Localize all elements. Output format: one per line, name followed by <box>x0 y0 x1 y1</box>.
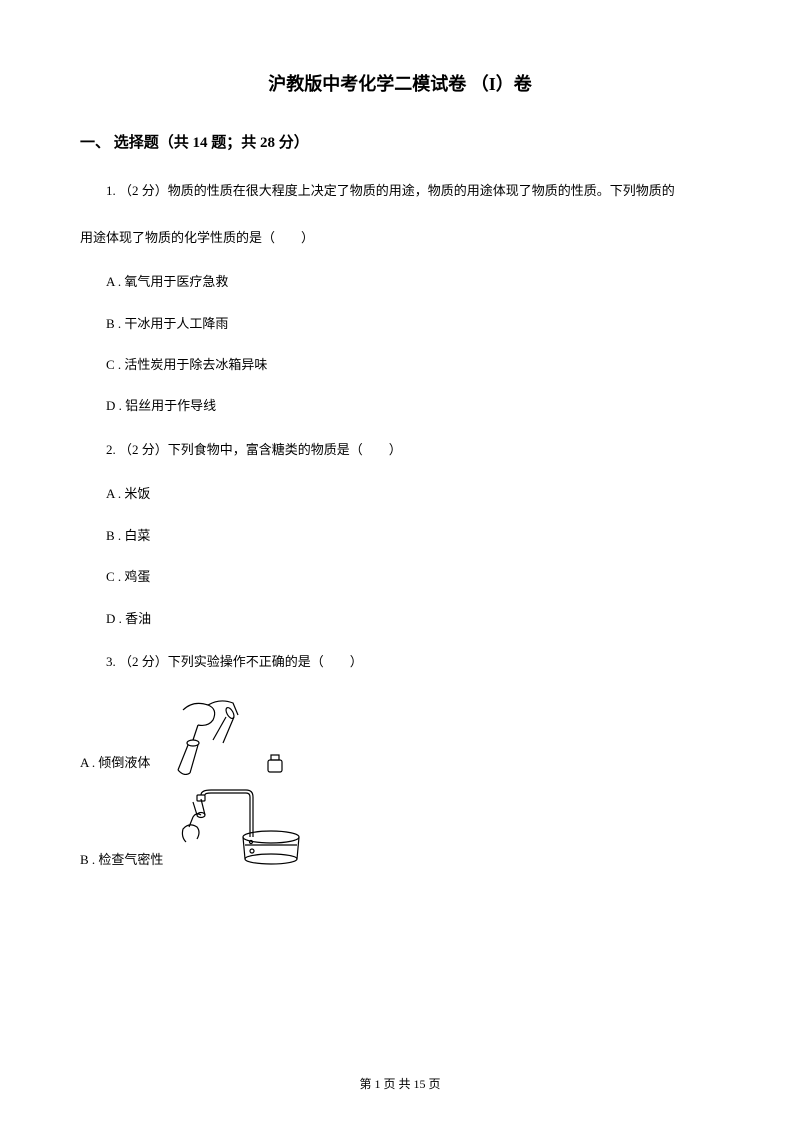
question-2: 2. （2 分）下列食物中，富含糖类的物质是（ ） <box>80 436 720 465</box>
q1-option-d: D . 铝丝用于作导线 <box>80 394 720 417</box>
q2-option-b: B . 白菜 <box>80 524 720 547</box>
q1-option-a: A . 氧气用于医疗急救 <box>80 270 720 293</box>
q1-option-c: C . 活性炭用于除去冰箱异味 <box>80 353 720 376</box>
q3-image-a-pour-liquid <box>158 695 318 775</box>
q3-option-b-label: B . 检查气密性 <box>80 848 163 871</box>
q2-option-a: A . 米饭 <box>80 482 720 505</box>
question-3: 3. （2 分）下列实验操作不正确的是（ ） <box>80 648 720 677</box>
question-1-line1: 1. （2 分）物质的性质在很大程度上决定了物质的用途，物质的用途体现了物质的性… <box>80 177 720 206</box>
q3-option-b-row: B . 检查气密性 <box>80 787 720 872</box>
q3-image-b-airtightness <box>171 787 311 872</box>
q3-option-a-label: A . 倾倒液体 <box>80 751 150 774</box>
exam-title: 沪教版中考化学二模试卷 （I）卷 <box>80 70 720 96</box>
q3-option-a-row: A . 倾倒液体 <box>80 695 720 775</box>
q2-option-d: D . 香油 <box>80 607 720 630</box>
q2-option-c: C . 鸡蛋 <box>80 565 720 588</box>
question-1-line2: 用途体现了物质的化学性质的是（ ） <box>80 224 720 253</box>
section-header: 一、 选择题（共 14 题；共 28 分） <box>80 131 720 152</box>
q1-option-b: B . 干冰用于人工降雨 <box>80 312 720 335</box>
page-footer: 第 1 页 共 15 页 <box>0 1075 800 1092</box>
